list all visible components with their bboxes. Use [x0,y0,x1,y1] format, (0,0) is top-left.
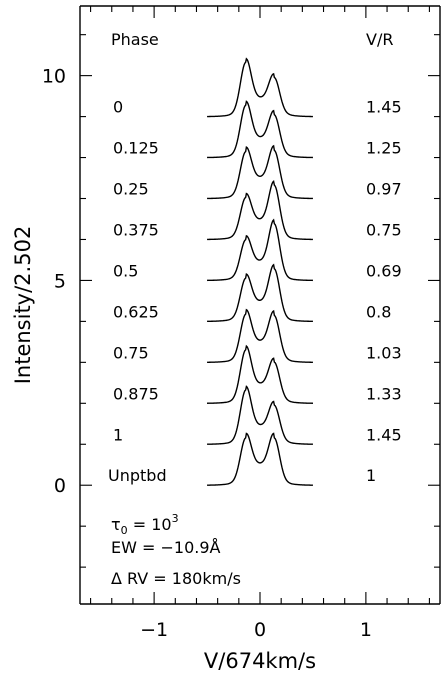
y-axis-label: Intensity/2.502 [11,226,35,385]
phase-label: 0.75 [113,343,149,362]
profile-curve [207,179,313,241]
profile-curve [207,385,313,445]
delta-rv-annotation: Δ RV = 180km/s [111,569,241,588]
x-tick-label: 1 [360,619,372,641]
profile-curve [207,218,313,282]
vr-value: 1.03 [366,343,402,362]
phase-label: 0.5 [113,261,138,280]
profile-curve [207,57,313,118]
vr-value: 0.8 [366,302,391,321]
profile-curve [207,344,313,404]
y-tick-label: 5 [54,270,66,292]
tau-symbol: τ [111,515,121,534]
vr-value: 1 [366,466,376,485]
axis-ticks [80,6,440,604]
tau-annotation: τ0 = 103 [111,512,179,537]
x-axis-label: V/674km/s [204,649,316,673]
vr-value: 1.33 [366,384,402,403]
vr-value: 0.75 [366,220,402,239]
vr-value: 1.45 [366,425,402,444]
phase-column-header: Phase [111,30,159,49]
profile-curves [207,57,313,486]
phase-label: 0.625 [113,302,159,321]
vr-column-header: V/R [366,30,393,49]
tau-value: = 10 [128,515,172,534]
vr-value: 1.45 [366,98,402,117]
profile-curve [207,100,313,159]
x-tick-label: −1 [140,619,168,641]
vr-value: 0.97 [366,180,402,199]
phase-label: 0.25 [113,180,149,199]
row-labels: 0 1.45 0.125 1.25 0.25 0.97 0.375 0.75 0.5 0.69 0.… [108,98,402,486]
phase-label: 1 [113,425,123,444]
phase-label: Unptbd [108,466,167,485]
profile-curve [207,144,313,200]
phase-label: 0.125 [113,139,159,158]
tau-subscript: 0 [121,524,128,537]
y-tick-label: 10 [42,66,66,88]
phase-label: 0.375 [113,220,159,239]
vr-value: 1.25 [366,139,402,158]
phase-label: 0.875 [113,384,159,403]
y-tick-label: 0 [54,475,66,497]
profile-curve [207,308,313,363]
vr-value: 0.69 [366,261,402,280]
tau-exponent: 3 [172,512,179,525]
phase-label: 0 [113,98,123,117]
x-tick-label: 0 [254,619,266,641]
ew-annotation: EW = −10.9Å [111,538,221,557]
profile-curve [207,263,313,323]
profile-curve [207,432,313,486]
